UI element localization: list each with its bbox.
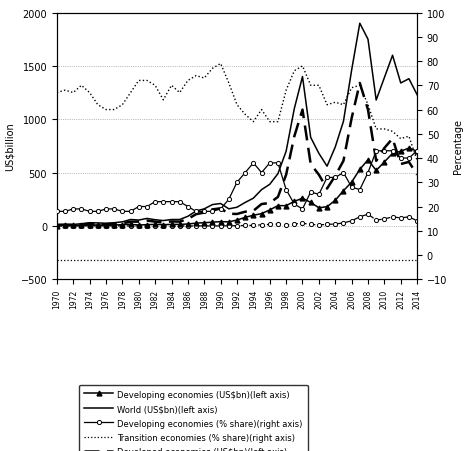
Y-axis label: US$billion: US$billion [5,122,15,171]
Y-axis label: Percentage: Percentage [453,119,463,174]
Legend: Developing economies (US$bn)(left axis), World (US$bn)(left axis), Developing ec: Developing economies (US$bn)(left axis),… [79,385,308,451]
